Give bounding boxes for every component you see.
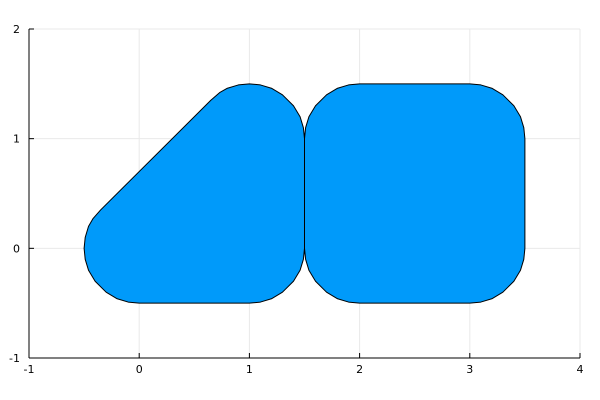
x-tick-label: 3 bbox=[466, 363, 473, 376]
x-tick-label: 4 bbox=[577, 363, 584, 376]
polygon-series bbox=[83, 83, 526, 304]
x-tick-label: 1 bbox=[246, 363, 253, 376]
shape-1 bbox=[83, 83, 305, 304]
y-tick-label: 1 bbox=[13, 133, 20, 146]
y-tick-label: 2 bbox=[13, 23, 20, 36]
y-tick-label: -1 bbox=[9, 352, 20, 365]
y-tick-label: 0 bbox=[13, 242, 20, 255]
tick-marks bbox=[28, 28, 581, 359]
axes bbox=[28, 29, 580, 359]
x-tick-label: 0 bbox=[136, 363, 143, 376]
x-tick-label: -1 bbox=[24, 363, 35, 376]
shape-2 bbox=[304, 83, 526, 304]
x-tick-label: 2 bbox=[356, 363, 363, 376]
tick-labels: -1 0 1 2 3 4 -1 0 1 2 bbox=[9, 23, 583, 376]
